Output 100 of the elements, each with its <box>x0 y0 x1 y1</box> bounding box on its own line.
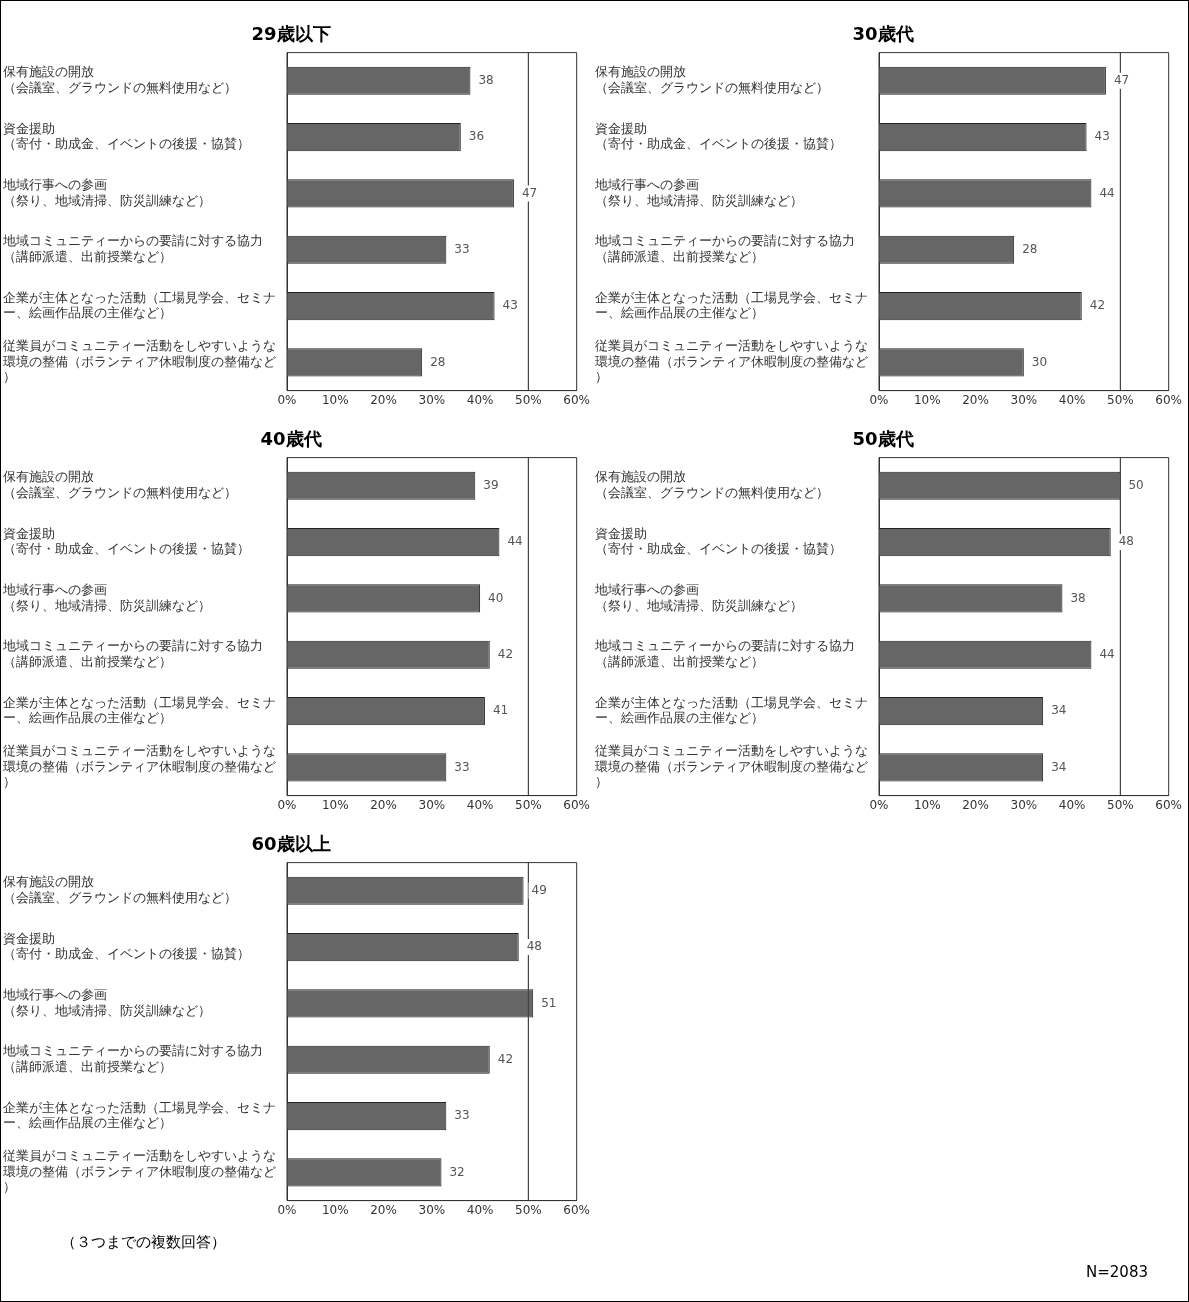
x-tick-label: 60% <box>563 1202 590 1217</box>
x-tick-label: 40% <box>466 392 494 407</box>
y-tick-label: 従業員がコミュニティー活動をしやすいような環境の整備（ボランティア休暇制度の整備など） <box>3 338 276 385</box>
y-tick-label: 地域行事への参画（祭り、地域清掃、防災訓練など） <box>594 177 803 208</box>
y-tick-label: 地域行事への参画（祭り、地域清掃、防災訓練など） <box>594 582 803 613</box>
data-label: 50 <box>1128 477 1144 492</box>
data-label: 33 <box>454 1108 470 1123</box>
x-tick-label: 40% <box>1058 797 1086 812</box>
text: N=2083 <box>1086 1263 1148 1281</box>
y-tick-label: 地域コミュニティーからの要請に対する協力（講師派遣、出前授業など） <box>2 638 263 669</box>
x-tick-label: 50% <box>515 1202 542 1217</box>
y-tick-label: 保有施設の開放（会議室、グラウンドの無料使用など） <box>3 469 237 500</box>
y-tick-label: 地域コミュニティーからの要請に対する協力（講師派遣、出前授業など） <box>594 233 855 264</box>
y-tick-label: 企業が主体となった活動（工場見学会、セミナー、絵画作品展の主催など） <box>3 694 276 726</box>
data-label: 42 <box>497 1051 514 1066</box>
y-tick-label: 企業が主体となった活動（工場見学会、セミナー、絵画作品展の主催など） <box>595 289 868 321</box>
y-tick-label: 従業員がコミュニティー活動をしやすいような環境の整備（ボランティア休暇制度の整備など） <box>3 743 276 790</box>
data-label: 44 <box>1099 185 1115 200</box>
y-tick-label: 保有施設の開放（会議室、グラウンドの無料使用など） <box>3 874 237 905</box>
data-label: 40 <box>488 590 504 605</box>
y-tick-label: 従業員がコミュニティー活動をしやすいような環境の整備（ボランティア休暇制度の整備など） <box>595 743 868 790</box>
data-label: 33 <box>454 759 470 774</box>
data-label: 30 <box>1031 354 1048 369</box>
x-tick-label: 40% <box>466 1202 494 1217</box>
y-tick-label: 保有施設の開放（会議室、グラウンドの無料使用など） <box>595 469 829 500</box>
x-tick-label: 50% <box>515 797 542 812</box>
x-tick-label: 20% <box>370 797 397 812</box>
chart-title: 40歳代 <box>260 428 322 450</box>
x-tick-label: 0% <box>277 392 297 407</box>
y-tick-label: 資金援助（寄付・助成金、イベントの後援・協賛） <box>595 120 842 152</box>
x-tick-label: 50% <box>515 392 542 407</box>
data-label: 38 <box>478 72 494 87</box>
y-tick-label: 企業が主体となった活動（工場見学会、セミナー、絵画作品展の主催など） <box>3 289 276 321</box>
chart-title: 30歳代 <box>852 23 914 45</box>
data-label: 42 <box>497 646 514 661</box>
y-tick-label: 地域コミュニティーからの要請に対する協力（講師派遣、出前授業など） <box>2 233 263 264</box>
y-tick-label: 資金援助（寄付・助成金、イベントの後援・協賛） <box>3 525 250 557</box>
y-tick-label: 従業員がコミュニティー活動をしやすいような環境の整備（ボランティア休暇制度の整備など） <box>595 338 868 385</box>
x-tick-label: 0% <box>277 1202 297 1217</box>
y-tick-label: 保有施設の開放（会議室、グラウンドの無料使用など） <box>595 64 829 95</box>
x-tick-label: 60% <box>1155 392 1182 407</box>
data-label: 48 <box>1118 534 1135 549</box>
data-label: 43 <box>502 298 518 313</box>
x-tick-label: 0% <box>869 797 889 812</box>
y-tick-label: 地域行事への参画（祭り、地域清掃、防災訓練など） <box>2 582 211 613</box>
y-tick-label: 地域行事への参画（祭り、地域清掃、防災訓練など） <box>2 987 211 1018</box>
x-tick-label: 30% <box>1010 797 1038 812</box>
x-tick-label: 60% <box>1155 797 1182 812</box>
x-tick-label: 0% <box>277 797 297 812</box>
y-tick-label: 従業員がコミュニティー活動をしやすいような環境の整備（ボランティア休暇制度の整備など） <box>3 1148 276 1195</box>
x-tick-label: 20% <box>370 1202 397 1217</box>
data-label: 47 <box>1113 72 1130 87</box>
data-label: 49 <box>531 882 547 897</box>
y-tick-label: 保有施設の開放（会議室、グラウンドの無料使用など） <box>3 64 237 95</box>
data-label: 51 <box>541 995 557 1010</box>
chart-title: 29歳以下 <box>251 23 331 45</box>
data-label: 32 <box>449 1164 465 1179</box>
y-tick-label: 地域コミュニティーからの要請に対する協力（講師派遣、出前授業など） <box>594 638 855 669</box>
chart-title: 50歳代 <box>852 428 914 450</box>
x-tick-label: 10% <box>321 797 349 812</box>
data-label: 36 <box>468 129 485 144</box>
x-tick-label: 60% <box>563 797 590 812</box>
x-tick-label: 10% <box>321 392 349 407</box>
x-tick-label: 20% <box>962 797 989 812</box>
data-label: 41 <box>492 703 509 718</box>
data-label: 34 <box>1051 759 1067 774</box>
data-label: 48 <box>526 939 543 954</box>
data-label: 44 <box>1099 646 1115 661</box>
x-tick-label: 20% <box>370 392 397 407</box>
data-label: 43 <box>1094 129 1110 144</box>
x-tick-label: 30% <box>418 1202 446 1217</box>
data-label: 28 <box>1022 241 1038 256</box>
x-tick-label: 50% <box>1107 392 1134 407</box>
x-tick-label: 0% <box>869 392 889 407</box>
data-label: 39 <box>483 477 499 492</box>
data-label: 47 <box>521 185 538 200</box>
y-tick-label: 資金援助（寄付・助成金、イベントの後援・協賛） <box>3 930 250 962</box>
x-tick-label: 30% <box>418 797 446 812</box>
x-tick-label: 10% <box>913 392 941 407</box>
data-label: 42 <box>1089 298 1106 313</box>
data-label: 28 <box>430 354 446 369</box>
y-tick-label: 資金援助（寄付・助成金、イベントの後援・協賛） <box>3 120 250 152</box>
x-tick-label: 40% <box>466 797 494 812</box>
x-tick-label: 60% <box>563 392 590 407</box>
data-label: 34 <box>1051 703 1067 718</box>
y-tick-label: 企業が主体となった活動（工場見学会、セミナー、絵画作品展の主催など） <box>3 1099 276 1131</box>
data-label: 33 <box>454 241 470 256</box>
y-tick-label: 資金援助（寄付・助成金、イベントの後援・協賛） <box>595 525 842 557</box>
data-label: 44 <box>507 534 523 549</box>
x-tick-label: 10% <box>321 1202 349 1217</box>
chart-title: 60歳以上 <box>251 833 331 855</box>
x-tick-label: 40% <box>1058 392 1086 407</box>
x-tick-label: 20% <box>962 392 989 407</box>
x-tick-label: 30% <box>418 392 446 407</box>
y-tick-label: 地域コミュニティーからの要請に対する協力（講師派遣、出前授業など） <box>2 1043 263 1074</box>
x-tick-label: 50% <box>1107 797 1134 812</box>
y-tick-label: 地域行事への参画（祭り、地域清掃、防災訓練など） <box>2 177 211 208</box>
y-tick-label: 企業が主体となった活動（工場見学会、セミナー、絵画作品展の主催など） <box>595 694 868 726</box>
x-tick-label: 30% <box>1010 392 1038 407</box>
data-label: 38 <box>1070 590 1086 605</box>
